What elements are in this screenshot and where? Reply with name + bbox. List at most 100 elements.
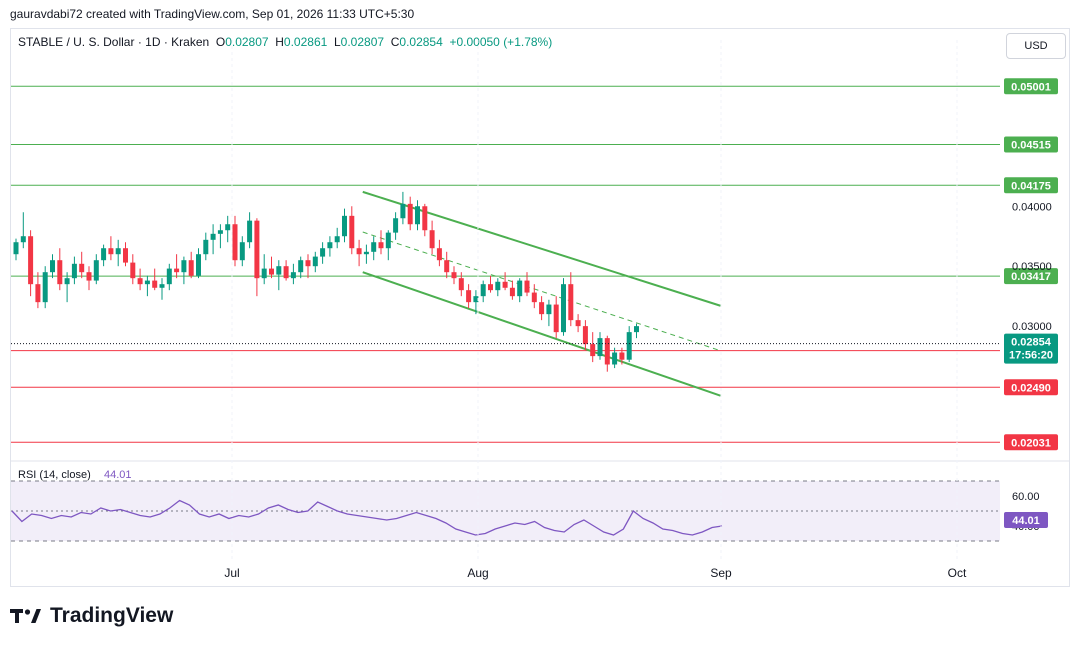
candle-body [42, 272, 48, 303]
candle-body [261, 268, 267, 279]
channel-lower-line [362, 271, 721, 397]
candle-body [217, 230, 223, 234]
rsi-title: RSI (14, close) [18, 469, 91, 481]
candle-body [28, 236, 34, 285]
candle-body [35, 284, 41, 303]
candle-body [276, 266, 282, 275]
candle-body [108, 248, 114, 255]
ohlc-open-label: O [215, 35, 226, 49]
candle-body [568, 284, 574, 321]
currency-button[interactable]: USD [1006, 33, 1066, 59]
tradingview-logo: TradingView [10, 604, 173, 628]
candle-body [174, 268, 180, 273]
candle-body [502, 281, 508, 288]
candle-body [393, 218, 399, 233]
rsi-value-label: 44.01 [1012, 515, 1040, 527]
candle-body [612, 352, 618, 365]
ohlc-low-label: L [333, 35, 341, 49]
candle-body [619, 352, 625, 360]
candle-body [378, 242, 384, 249]
candle-body [480, 284, 486, 297]
candle-body [20, 236, 26, 243]
candle-body [363, 251, 369, 255]
tradingview-logo-icon [10, 609, 41, 623]
candle-body [79, 263, 85, 273]
candle-body [57, 260, 63, 285]
x-tick-label: Aug [467, 566, 488, 580]
candle-body [604, 338, 610, 365]
candle-body [305, 260, 311, 267]
level-label-bg [1004, 268, 1058, 285]
ohlc-close-label: C [390, 35, 400, 49]
level-label-bg [1004, 177, 1058, 194]
candle-body [626, 332, 632, 360]
candle-body [444, 260, 450, 273]
candle-body [582, 326, 588, 345]
candle-body [210, 233, 216, 240]
candle-body [188, 260, 194, 276]
candle-body [575, 320, 581, 327]
brand-name: TradingView [50, 604, 174, 627]
candle-body [342, 215, 347, 237]
candle-body [130, 262, 136, 279]
level-label-bg [1004, 434, 1058, 451]
candle-body [422, 206, 428, 231]
ohlc-high-label: H [275, 35, 284, 49]
level-label-bg [1004, 78, 1058, 95]
candle-body [371, 242, 377, 252]
symbol-legend: STABLE / U. S. Dollar · 1D · Kraken O0.0… [18, 35, 552, 49]
candle-body [181, 260, 187, 273]
y-tick-label: 0.03000 [1012, 321, 1052, 333]
candle-body [159, 284, 165, 288]
rsi-value-label-bg [1004, 511, 1048, 528]
level-label: 0.02031 [1011, 437, 1051, 449]
level-label: 0.04175 [1011, 180, 1051, 192]
x-tick-label: Oct [948, 566, 967, 580]
candle-body [50, 260, 55, 273]
level-label: 0.04515 [1011, 140, 1051, 152]
x-tick-label: Jul [224, 566, 239, 580]
candle-body [466, 290, 472, 303]
candle-body [356, 248, 362, 255]
candle-body [312, 256, 318, 267]
candle-body [166, 268, 172, 285]
candle-body [86, 272, 92, 281]
candle-body [269, 268, 274, 275]
symbol-title: STABLE / U. S. Dollar · 1D · Kraken [18, 35, 210, 49]
ohlc-open-value: 0.02807 [225, 35, 269, 49]
level-label-bg [1004, 379, 1058, 396]
candle-body [349, 215, 355, 249]
level-label: 0.02490 [1011, 382, 1051, 394]
candle-body [415, 206, 420, 225]
x-tick-label: Sep [710, 566, 732, 580]
candle-body [436, 248, 442, 261]
candle-body [473, 296, 479, 303]
candle-body [123, 248, 128, 263]
y-tick-label: 0.04000 [1012, 201, 1052, 213]
candle-body [429, 230, 435, 249]
candle-body [400, 203, 406, 219]
candle-body [334, 236, 340, 243]
candle-body [451, 272, 457, 279]
level-label: 0.05001 [1011, 81, 1051, 93]
candle-body [488, 284, 493, 291]
candle-body [137, 278, 143, 285]
candle-body [561, 284, 566, 333]
candle-body [553, 304, 559, 333]
candle-body [64, 278, 70, 285]
candle-body [531, 292, 537, 303]
rsi-band-fill [11, 481, 1000, 541]
candle-body [232, 224, 238, 261]
level-label-bg [1004, 136, 1058, 153]
candle-body [495, 281, 501, 291]
candle-body [509, 287, 515, 297]
ohlc-close-value: 0.02854 [399, 35, 443, 49]
last-price-label-bg [1004, 333, 1058, 364]
candle-body [290, 272, 296, 279]
candle-body [597, 338, 603, 357]
candle-body [152, 280, 158, 288]
candle-body [196, 254, 201, 276]
candle-body [524, 280, 530, 293]
candle-body [13, 242, 19, 255]
